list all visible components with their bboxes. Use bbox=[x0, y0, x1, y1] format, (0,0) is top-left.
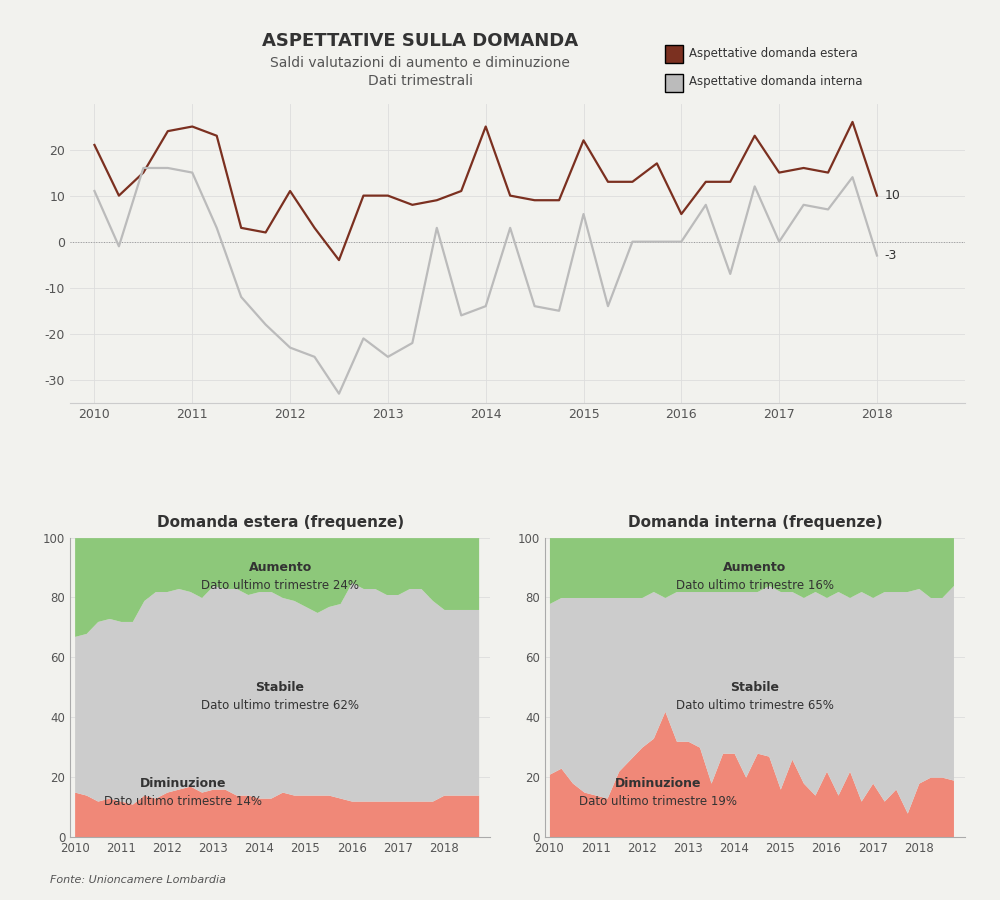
Text: Dato ultimo trimestre 62%: Dato ultimo trimestre 62% bbox=[201, 698, 359, 712]
Text: Aumento: Aumento bbox=[248, 561, 312, 574]
Text: Stabile: Stabile bbox=[256, 680, 305, 694]
Title: Domanda interna (frequenze): Domanda interna (frequenze) bbox=[628, 515, 882, 529]
Text: Dato ultimo trimestre 24%: Dato ultimo trimestre 24% bbox=[201, 579, 359, 592]
Text: Dati trimestrali: Dati trimestrali bbox=[368, 74, 473, 88]
Text: Stabile: Stabile bbox=[730, 680, 779, 694]
Text: Diminuzione: Diminuzione bbox=[140, 777, 227, 789]
Text: Dato ultimo trimestre 16%: Dato ultimo trimestre 16% bbox=[676, 579, 834, 592]
Text: Dato ultimo trimestre 65%: Dato ultimo trimestre 65% bbox=[676, 698, 834, 712]
Text: 10: 10 bbox=[885, 189, 901, 202]
Text: Diminuzione: Diminuzione bbox=[615, 777, 702, 789]
Text: Dato ultimo trimestre 14%: Dato ultimo trimestre 14% bbox=[104, 795, 262, 807]
Text: -3: -3 bbox=[885, 249, 897, 262]
Text: Dato ultimo trimestre 19%: Dato ultimo trimestre 19% bbox=[579, 795, 737, 807]
Text: ASPETTATIVE SULLA DOMANDA: ASPETTATIVE SULLA DOMANDA bbox=[262, 32, 578, 50]
Text: Saldi valutazioni di aumento e diminuzione: Saldi valutazioni di aumento e diminuzio… bbox=[270, 56, 570, 70]
Text: Aspettative domanda estera: Aspettative domanda estera bbox=[689, 48, 858, 60]
Text: Fonte: Unioncamere Lombardia: Fonte: Unioncamere Lombardia bbox=[50, 875, 226, 886]
Text: Aspettative domanda interna: Aspettative domanda interna bbox=[689, 75, 862, 87]
Title: Domanda estera (frequenze): Domanda estera (frequenze) bbox=[157, 515, 404, 529]
Text: Aumento: Aumento bbox=[723, 561, 787, 574]
